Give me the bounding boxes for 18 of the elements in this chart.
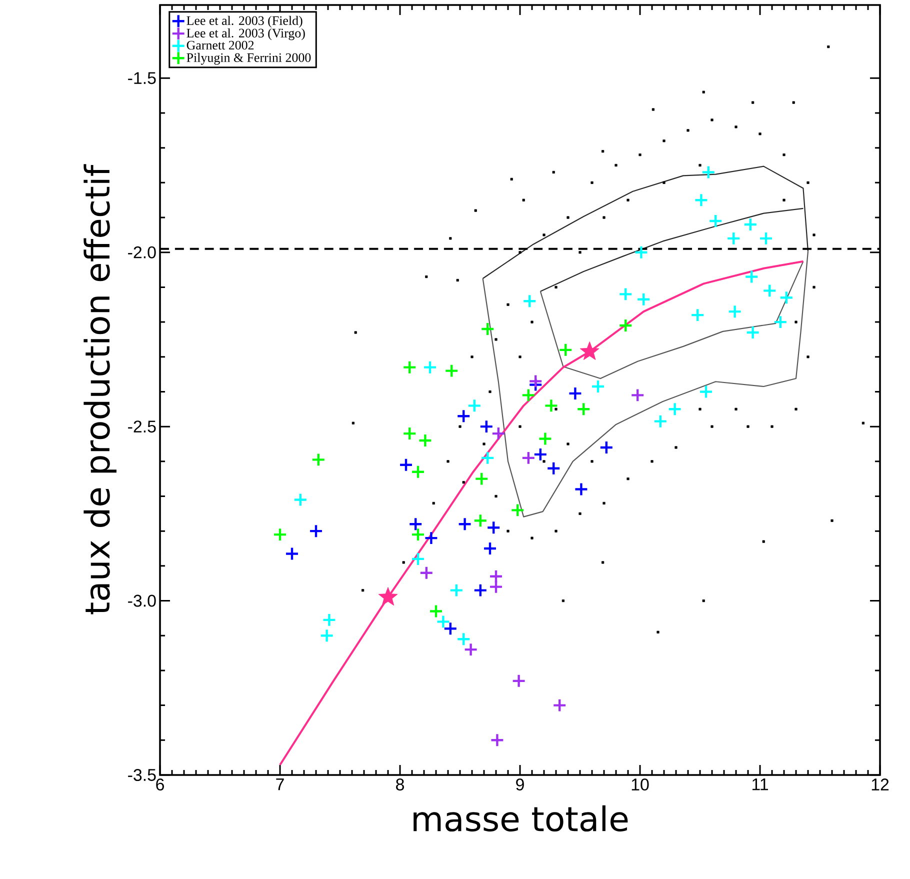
x-tick-label: 9 bbox=[516, 778, 524, 790]
y-tick-label: -1.5 bbox=[128, 72, 156, 84]
y-axis-title: taux de production effectif bbox=[84, 164, 116, 614]
y-tick-label: -3.5 bbox=[128, 768, 156, 781]
x-tick-label: 11 bbox=[752, 778, 768, 790]
x-tick-label: 8 bbox=[396, 778, 404, 790]
legend-label: Pilyugin & Ferrini 2000 bbox=[186, 52, 311, 65]
legend-label: Lee et al. 2003 (Field) bbox=[186, 16, 302, 28]
legend-label: Garnett 2002 bbox=[186, 40, 254, 50]
y-tick-label: -2.5 bbox=[128, 420, 156, 433]
x-tick-label: 12 bbox=[872, 778, 889, 790]
x-tick-label: 7 bbox=[276, 778, 284, 790]
x-tick-label: 6 bbox=[156, 778, 164, 790]
x-tick-label: 10 bbox=[632, 778, 649, 790]
y-tick-label: -2.0 bbox=[128, 246, 156, 258]
x-axis-title: masse totale bbox=[414, 805, 628, 832]
legend-label: Lee et al. 2003 (Virgo) bbox=[186, 28, 305, 40]
y-tick-label: -3.0 bbox=[128, 594, 156, 607]
